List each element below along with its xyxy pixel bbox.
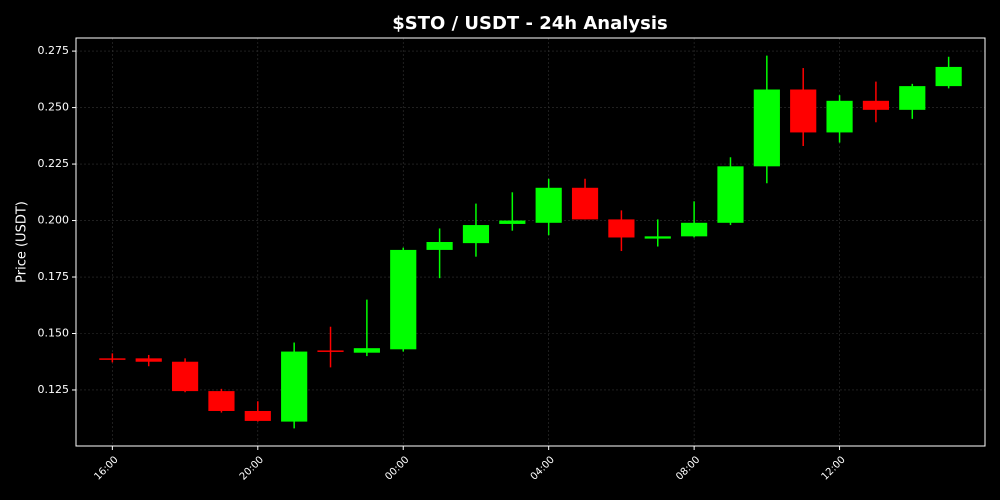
chart-title: $STO / USDT - 24h Analysis bbox=[392, 13, 668, 34]
candle-body bbox=[644, 236, 671, 239]
candle-body bbox=[281, 351, 308, 422]
candle-body bbox=[899, 86, 926, 110]
candle-body bbox=[535, 187, 562, 223]
candle-body bbox=[608, 219, 635, 238]
plot-frame bbox=[75, 37, 986, 447]
candle-body bbox=[717, 166, 744, 223]
plot-area: 0.1250.1500.1750.2000.2250.2500.27516:00… bbox=[38, 37, 986, 483]
candle-body bbox=[862, 100, 890, 110]
candle-body bbox=[135, 358, 162, 362]
candle-body bbox=[426, 242, 453, 250]
candle-body bbox=[571, 187, 599, 220]
candle-body bbox=[390, 249, 417, 350]
candle-body bbox=[353, 348, 380, 353]
y-axis-label: Price (USDT) bbox=[15, 201, 30, 283]
y-tick-label: 0.200 bbox=[38, 214, 70, 227]
candle-body bbox=[462, 225, 490, 244]
candle-body bbox=[753, 89, 780, 167]
candle-body bbox=[317, 350, 344, 352]
y-tick-label: 0.150 bbox=[38, 326, 70, 339]
y-tick-label: 0.175 bbox=[38, 270, 70, 283]
candle-body bbox=[790, 89, 817, 133]
candle-body bbox=[681, 222, 708, 237]
candle-body bbox=[208, 391, 235, 411]
y-tick-label: 0.275 bbox=[38, 44, 70, 57]
y-tick-label: 0.225 bbox=[38, 157, 70, 170]
candle-body bbox=[99, 358, 126, 360]
candle-body bbox=[171, 361, 199, 392]
candle-body bbox=[826, 100, 853, 133]
candle-body bbox=[244, 410, 271, 421]
candle-body bbox=[499, 220, 526, 224]
y-tick-label: 0.250 bbox=[38, 101, 70, 114]
candle-body bbox=[935, 66, 962, 87]
y-tick-label: 0.125 bbox=[38, 383, 70, 396]
